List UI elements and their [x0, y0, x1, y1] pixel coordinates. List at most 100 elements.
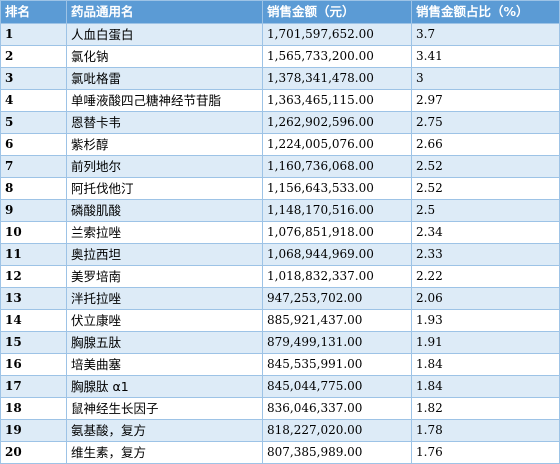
sales-amount-cell: 1,701,597,652.00: [262, 23, 412, 46]
rank-cell: 5: [0, 111, 67, 134]
sales-amount-cell: 879,499,131.00: [262, 331, 412, 354]
sales-amount-cell: 947,253,702.00: [262, 287, 412, 310]
sales-share-cell: 2.52: [411, 177, 560, 200]
rank-cell: 18: [0, 397, 67, 420]
sales-share-cell: 2.34: [411, 221, 560, 244]
sales-share-cell: 2.5: [411, 199, 560, 222]
table-row: 5 恩替卡韦 1,262,902,596.00 2.75: [0, 111, 560, 134]
sales-amount-cell: 1,018,832,337.00: [262, 265, 412, 288]
sales-amount-cell: 1,363,465,115.00: [262, 89, 412, 112]
sales-amount-cell: 885,921,437.00: [262, 309, 412, 332]
sales-share-cell: 1.76: [411, 441, 560, 464]
sales-share-cell: 3: [411, 67, 560, 90]
table-row: 6 紫杉醇 1,224,005,076.00 2.66: [0, 133, 560, 156]
sales-share-cell: 1.84: [411, 353, 560, 376]
sales-share-cell: 2.66: [411, 133, 560, 156]
sales-share-cell: 2.22: [411, 265, 560, 288]
sales-share-cell: 2.52: [411, 155, 560, 178]
sales-amount-cell: 1,068,944,969.00: [262, 243, 412, 266]
header-sales-share: 销售金额占比（%）: [411, 0, 560, 24]
drug-name-cell: 泮托拉唑: [66, 287, 263, 310]
sales-amount-cell: 1,148,170,516.00: [262, 199, 412, 222]
sales-amount-cell: 845,535,991.00: [262, 353, 412, 376]
table-row: 16 培美曲塞 845,535,991.00 1.84: [0, 353, 560, 376]
sales-share-cell: 2.75: [411, 111, 560, 134]
drug-name-cell: 磷酸肌酸: [66, 199, 263, 222]
sales-amount-cell: 1,565,733,200.00: [262, 45, 412, 68]
rank-cell: 15: [0, 331, 67, 354]
drug-name-cell: 伏立康唑: [66, 309, 263, 332]
rank-cell: 19: [0, 419, 67, 442]
sales-amount-cell: 1,076,851,918.00: [262, 221, 412, 244]
sales-share-cell: 1.84: [411, 375, 560, 398]
drug-name-cell: 维生素，复方: [66, 441, 263, 464]
header-drug-name: 药品通用名: [66, 0, 263, 24]
table-row: 4 单唾液酸四己糖神经节苷脂 1,363,465,115.00 2.97: [0, 89, 560, 112]
header-rank: 排名: [0, 0, 67, 24]
sales-share-cell: 2.06: [411, 287, 560, 310]
table-row: 14 伏立康唑 885,921,437.00 1.93: [0, 309, 560, 332]
rank-cell: 9: [0, 199, 67, 222]
header-sales-amount: 销售金额（元）: [262, 0, 412, 24]
table-row: 19 氨基酸，复方 818,227,020.00 1.78: [0, 419, 560, 442]
table-row: 11 奥拉西坦 1,068,944,969.00 2.33: [0, 243, 560, 266]
sales-share-cell: 2.97: [411, 89, 560, 112]
drug-name-cell: 培美曲塞: [66, 353, 263, 376]
drug-name-cell: 胸腺肽 α1: [66, 375, 263, 398]
table-row: 10 兰索拉唑 1,076,851,918.00 2.34: [0, 221, 560, 244]
rank-cell: 13: [0, 287, 67, 310]
drug-name-cell: 人血白蛋白: [66, 23, 263, 46]
rank-cell: 11: [0, 243, 67, 266]
table-row: 3 氯吡格雷 1,378,341,478.00 3: [0, 67, 560, 90]
sales-amount-cell: 1,378,341,478.00: [262, 67, 412, 90]
sales-share-cell: 1.93: [411, 309, 560, 332]
drug-name-cell: 阿托伐他汀: [66, 177, 263, 200]
rank-cell: 7: [0, 155, 67, 178]
sales-share-cell: 1.82: [411, 397, 560, 420]
sales-share-cell: 3.41: [411, 45, 560, 68]
rank-cell: 1: [0, 23, 67, 46]
table-header: 排名 药品通用名 销售金额（元） 销售金额占比（%）: [0, 0, 560, 24]
sales-amount-cell: 1,262,902,596.00: [262, 111, 412, 134]
table-row: 2 氯化钠 1,565,733,200.00 3.41: [0, 45, 560, 68]
rank-cell: 8: [0, 177, 67, 200]
table-row: 13 泮托拉唑 947,253,702.00 2.06: [0, 287, 560, 310]
drug-name-cell: 奥拉西坦: [66, 243, 263, 266]
sales-amount-cell: 1,156,643,533.00: [262, 177, 412, 200]
drug-name-cell: 兰索拉唑: [66, 221, 263, 244]
drug-name-cell: 鼠神经生长因子: [66, 397, 263, 420]
sales-amount-cell: 1,160,736,068.00: [262, 155, 412, 178]
table-row: 20 维生素，复方 807,385,989.00 1.76: [0, 441, 560, 464]
table-row: 1 人血白蛋白 1,701,597,652.00 3.7: [0, 23, 560, 46]
drug-name-cell: 氯化钠: [66, 45, 263, 68]
table-row: 15 胸腺五肽 879,499,131.00 1.91: [0, 331, 560, 354]
sales-amount-cell: 1,224,005,076.00: [262, 133, 412, 156]
table-row: 12 美罗培南 1,018,832,337.00 2.22: [0, 265, 560, 288]
rank-cell: 16: [0, 353, 67, 376]
table-row: 18 鼠神经生长因子 836,046,337.00 1.82: [0, 397, 560, 420]
rank-cell: 3: [0, 67, 67, 90]
sales-share-cell: 1.91: [411, 331, 560, 354]
table-row: 17 胸腺肽 α1 845,044,775.00 1.84: [0, 375, 560, 398]
sales-amount-cell: 845,044,775.00: [262, 375, 412, 398]
table-row: 9 磷酸肌酸 1,148,170,516.00 2.5: [0, 199, 560, 222]
sales-share-cell: 2.33: [411, 243, 560, 266]
sales-amount-cell: 818,227,020.00: [262, 419, 412, 442]
sales-share-cell: 3.7: [411, 23, 560, 46]
rank-cell: 14: [0, 309, 67, 332]
table-row: 8 阿托伐他汀 1,156,643,533.00 2.52: [0, 177, 560, 200]
rank-cell: 4: [0, 89, 67, 112]
drug-name-cell: 前列地尔: [66, 155, 263, 178]
sales-amount-cell: 836,046,337.00: [262, 397, 412, 420]
rank-cell: 2: [0, 45, 67, 68]
drug-name-cell: 单唾液酸四己糖神经节苷脂: [66, 89, 263, 112]
table-body: 1 人血白蛋白 1,701,597,652.00 3.7 2 氯化钠 1,565,733,2…: [0, 23, 560, 464]
drug-name-cell: 胸腺五肽: [66, 331, 263, 354]
sales-share-cell: 1.78: [411, 419, 560, 442]
drug-name-cell: 美罗培南: [66, 265, 263, 288]
rank-cell: 12: [0, 265, 67, 288]
header-row: 排名 药品通用名 销售金额（元） 销售金额占比（%）: [0, 0, 560, 24]
sales-amount-cell: 807,385,989.00: [262, 441, 412, 464]
drug-name-cell: 恩替卡韦: [66, 111, 263, 134]
